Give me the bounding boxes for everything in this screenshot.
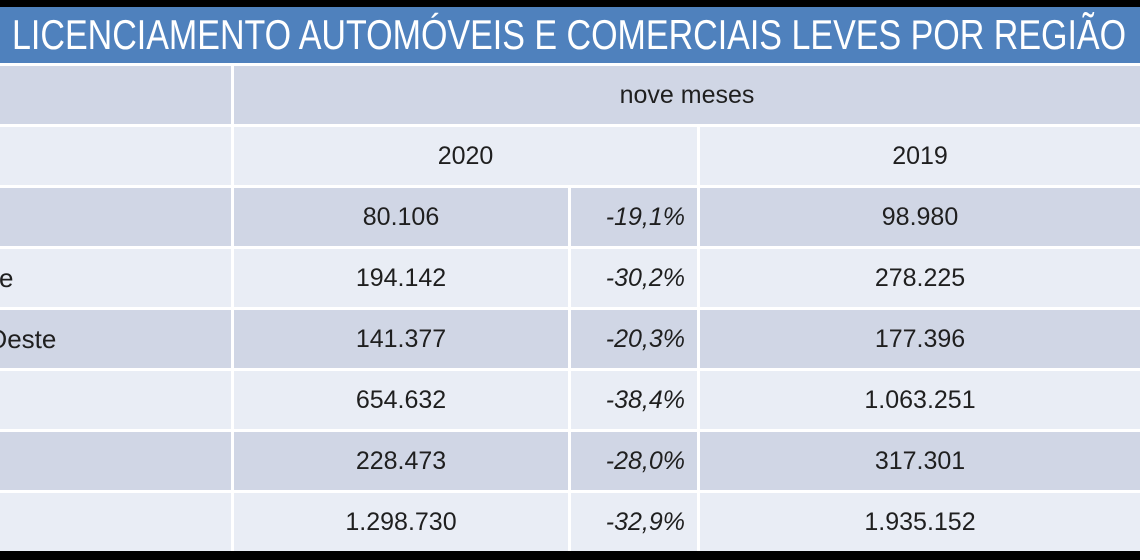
variation-cell: -20,3% <box>571 310 697 368</box>
value-2019-cell: 317.301 <box>700 432 1140 490</box>
region-label: e <box>0 262 14 293</box>
period-group-label: nove meses <box>619 80 755 109</box>
value-2020: 141.377 <box>355 324 447 353</box>
variation-cell: -30,2% <box>571 249 697 307</box>
year-2020-label: 2020 <box>437 141 494 170</box>
value-2020: 194.142 <box>355 263 447 292</box>
variation-value: -28,0% <box>605 446 685 475</box>
variation-cell: -28,0% <box>571 432 697 490</box>
value-2020-cell: 194.142 <box>234 249 568 307</box>
value-2020-cell: 228.473 <box>234 432 568 490</box>
bottom-border-line <box>0 551 1140 560</box>
variation-value: -30,2% <box>605 263 685 292</box>
title-bar: LICENCIAMENTO AUTOMÓVEIS E COMERCIAIS LE… <box>0 7 1140 63</box>
value-2020: 1.298.730 <box>345 507 457 536</box>
region-header-cell <box>0 66 231 124</box>
region-cell <box>0 188 231 246</box>
region-cell <box>0 371 231 429</box>
value-2019: 278.225 <box>874 263 966 292</box>
region-cell: e <box>0 249 231 307</box>
variation-value: -38,4% <box>605 385 685 414</box>
variation-value: -19,1% <box>605 202 685 231</box>
value-2019: 317.301 <box>874 446 966 475</box>
value-2019: 1.063.251 <box>864 385 976 414</box>
value-2019-cell: 1.063.251 <box>700 371 1140 429</box>
value-2020: 228.473 <box>355 446 447 475</box>
top-border-line <box>0 0 1140 7</box>
value-2019: 98.980 <box>881 202 959 231</box>
year-2019-header-cell: 2019 <box>700 127 1140 185</box>
variation-cell: -38,4% <box>571 371 697 429</box>
year-2020-header-cell: 2020 <box>234 127 697 185</box>
region-cell <box>0 493 231 551</box>
value-2020: 80.106 <box>362 202 440 231</box>
variation-cell: -32,9% <box>571 493 697 551</box>
region-cell: Oeste <box>0 310 231 368</box>
data-table: nove meses 2020 2019 80.106 -19,1% 98.98… <box>0 66 1140 551</box>
period-group-header-cell: nove meses <box>234 66 1140 124</box>
value-2019-cell: 1.935.152 <box>700 493 1140 551</box>
year-2019-label: 2019 <box>892 141 948 170</box>
value-2020: 654.632 <box>355 385 447 414</box>
value-2020-cell: 1.298.730 <box>234 493 568 551</box>
value-2019-cell: 278.225 <box>700 249 1140 307</box>
region-header-cell <box>0 127 231 185</box>
page-title: LICENCIAMENTO AUTOMÓVEIS E COMERCIAIS LE… <box>12 11 1127 58</box>
value-2019-cell: 98.980 <box>700 188 1140 246</box>
value-2020-cell: 141.377 <box>234 310 568 368</box>
value-2019-cell: 177.396 <box>700 310 1140 368</box>
variation-cell: -19,1% <box>571 188 697 246</box>
region-label: Oeste <box>0 323 57 354</box>
value-2020-cell: 80.106 <box>234 188 568 246</box>
value-2019: 1.935.152 <box>864 507 976 536</box>
value-2019: 177.396 <box>874 324 966 353</box>
variation-value: -32,9% <box>605 507 685 536</box>
variation-value: -20,3% <box>605 324 685 353</box>
region-cell <box>0 432 231 490</box>
value-2020-cell: 654.632 <box>234 371 568 429</box>
